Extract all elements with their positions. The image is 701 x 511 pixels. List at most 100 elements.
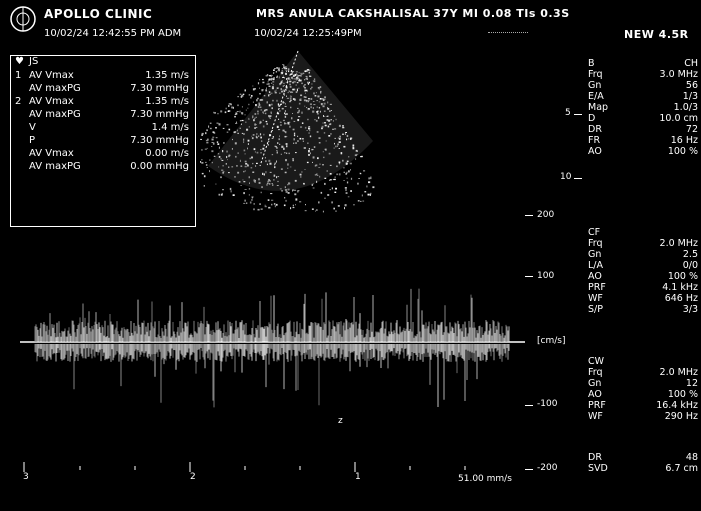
measurement-row: AV maxPG 7.30 mmHg [11, 83, 195, 96]
cw-mode-params: CW Frq 2.0 MHz Gn 12 AO 100 % PRF 16.4 kHz WF 290… [588, 356, 698, 422]
header-dashes [488, 32, 528, 33]
measurement-index: 2 [15, 96, 22, 107]
param-value: 16 Hz [670, 135, 698, 146]
measurement-label: AV Vmax [29, 96, 74, 107]
param-value: 2.5 [682, 249, 698, 260]
param-value: 6.7 cm [665, 463, 698, 474]
measurement-value: 7.30 mmHg [130, 135, 189, 146]
cf-mode-title: CF [588, 227, 601, 238]
param-value: 16.4 kHz [656, 400, 698, 411]
param-key: E/A [588, 91, 604, 102]
param-key: Frq [588, 69, 603, 80]
status-label: NEW 4.5R [624, 28, 689, 41]
param-key: Frq [588, 367, 603, 378]
measurement-label: P [29, 135, 36, 146]
param-row: WF 290 Hz [588, 411, 698, 422]
param-key: AO [588, 146, 602, 157]
velocity-label-200: 200 [537, 210, 555, 220]
param-value: 1.0/3 [673, 102, 698, 113]
image-depth-label-10: 10 [560, 172, 572, 182]
measurement-panel: ♥ JS 1 AV Vmax 1.35 m/s AV maxPG 7.30 mmHg 2 A… [10, 55, 196, 227]
param-value: 10.0 cm [659, 113, 698, 124]
param-row: L/A 0/0 [588, 260, 698, 271]
param-value: 2.0 MHz [659, 238, 698, 249]
param-value: 290 Hz [664, 411, 698, 422]
time-mark-1: 1 [355, 472, 361, 482]
b-mode-title: B [588, 58, 595, 69]
param-row: AO 100 % [588, 389, 698, 400]
param-value: 3.0 MHz [659, 69, 698, 80]
param-key: AO [588, 271, 602, 282]
image-depth-label-5: 5 [565, 108, 571, 118]
b-mode-sector-image [198, 46, 378, 216]
measurement-row: P 7.30 mmHg [11, 135, 195, 148]
cf-mode-params: CF Frq 2.0 MHz Gn 2.5 L/A 0/0 AO 100 % PRF 4.1 kH… [588, 227, 698, 315]
measurement-value: 1.4 m/s [151, 122, 189, 133]
apollo-logo-icon [8, 4, 38, 34]
sector-speckle [200, 64, 375, 213]
param-value: 56 [685, 80, 698, 91]
param-key: S/P [588, 304, 603, 315]
measurement-row: V 1.4 m/s [11, 122, 195, 135]
image-depth-tick-10 [574, 178, 582, 179]
param-row: Gn 12 [588, 378, 698, 389]
cw-mode-title: CW [588, 356, 605, 367]
measurement-value: 0.00 m/s [145, 148, 189, 159]
param-key: WF [588, 293, 603, 304]
param-row: AO 100 % [588, 146, 698, 157]
param-value: 0/0 [682, 260, 698, 271]
param-row: SVD 6.7 cm [588, 463, 698, 474]
param-row: PRF 4.1 kHz [588, 282, 698, 293]
measurement-panel-title: JS [29, 56, 39, 67]
measurement-value: 7.30 mmHg [130, 109, 189, 120]
param-row: D 10.0 cm [588, 113, 698, 124]
param-key: Gn [588, 378, 602, 389]
exam-datetime: 10/02/24 12:42:55 PM ADM [44, 28, 182, 39]
clinic-name: APOLLO CLINIC [44, 7, 153, 21]
measurement-value: 1.35 m/s [145, 70, 189, 81]
measurement-row: AV maxPG 7.30 mmHg [11, 109, 195, 122]
param-row: Frq 2.0 MHz [588, 367, 698, 378]
param-value: 100 % [667, 389, 698, 400]
bottom-params: DR 48 SVD 6.7 cm [588, 452, 698, 474]
param-row: Gn 56 [588, 80, 698, 91]
param-row: Map 1.0/3 [588, 102, 698, 113]
b-mode-params: B CH Frq 3.0 MHz Gn 56 E/A 1/3 Map 1.0/3 D 10.0 c… [588, 58, 698, 157]
doppler-marker: z [338, 416, 343, 426]
heart-icon: ♥ [15, 56, 24, 67]
velocity-tick-neg200 [525, 469, 533, 470]
patient-info: MRS ANULA CAKSHALISAL 37Y MI 0.08 TIs 0.… [256, 7, 570, 20]
velocity-tick-neg100 [525, 405, 533, 406]
param-row: Frq 2.0 MHz [588, 238, 698, 249]
param-value: 12 [685, 378, 698, 389]
measurement-label: AV maxPG [29, 83, 81, 94]
measurement-index: 1 [15, 70, 22, 81]
param-key: Frq [588, 238, 603, 249]
measurement-label: AV maxPG [29, 161, 81, 172]
param-key: FR [588, 135, 601, 146]
param-key: DR [588, 124, 602, 135]
time-mark-2: 2 [190, 472, 196, 482]
doppler-spectrum [20, 200, 530, 485]
param-row: E/A 1/3 [588, 91, 698, 102]
param-row: WF 646 Hz [588, 293, 698, 304]
measurement-label: AV Vmax [29, 70, 74, 81]
measurement-value: 0.00 mmHg [130, 161, 189, 172]
time-mark-3: 3 [23, 472, 29, 482]
measurement-label: AV maxPG [29, 109, 81, 120]
param-row: AO 100 % [588, 271, 698, 282]
velocity-tick-100 [525, 276, 533, 277]
param-key: SVD [588, 463, 608, 474]
measurement-row: AV maxPG 0.00 mmHg [11, 161, 195, 174]
param-value: 4.1 kHz [662, 282, 698, 293]
param-value: 72 [685, 124, 698, 135]
param-value: 3/3 [682, 304, 698, 315]
param-row: FR 16 Hz [588, 135, 698, 146]
velocity-label-neg100: -100 [537, 399, 558, 409]
measurement-label: V [29, 122, 36, 133]
measurement-label: AV Vmax [29, 148, 74, 159]
velocity-tick-200 [525, 215, 533, 216]
spectrum-traces [34, 288, 510, 408]
measurement-row: 2 AV Vmax 1.35 m/s [11, 96, 195, 109]
measurement-value: 7.30 mmHg [130, 83, 189, 94]
